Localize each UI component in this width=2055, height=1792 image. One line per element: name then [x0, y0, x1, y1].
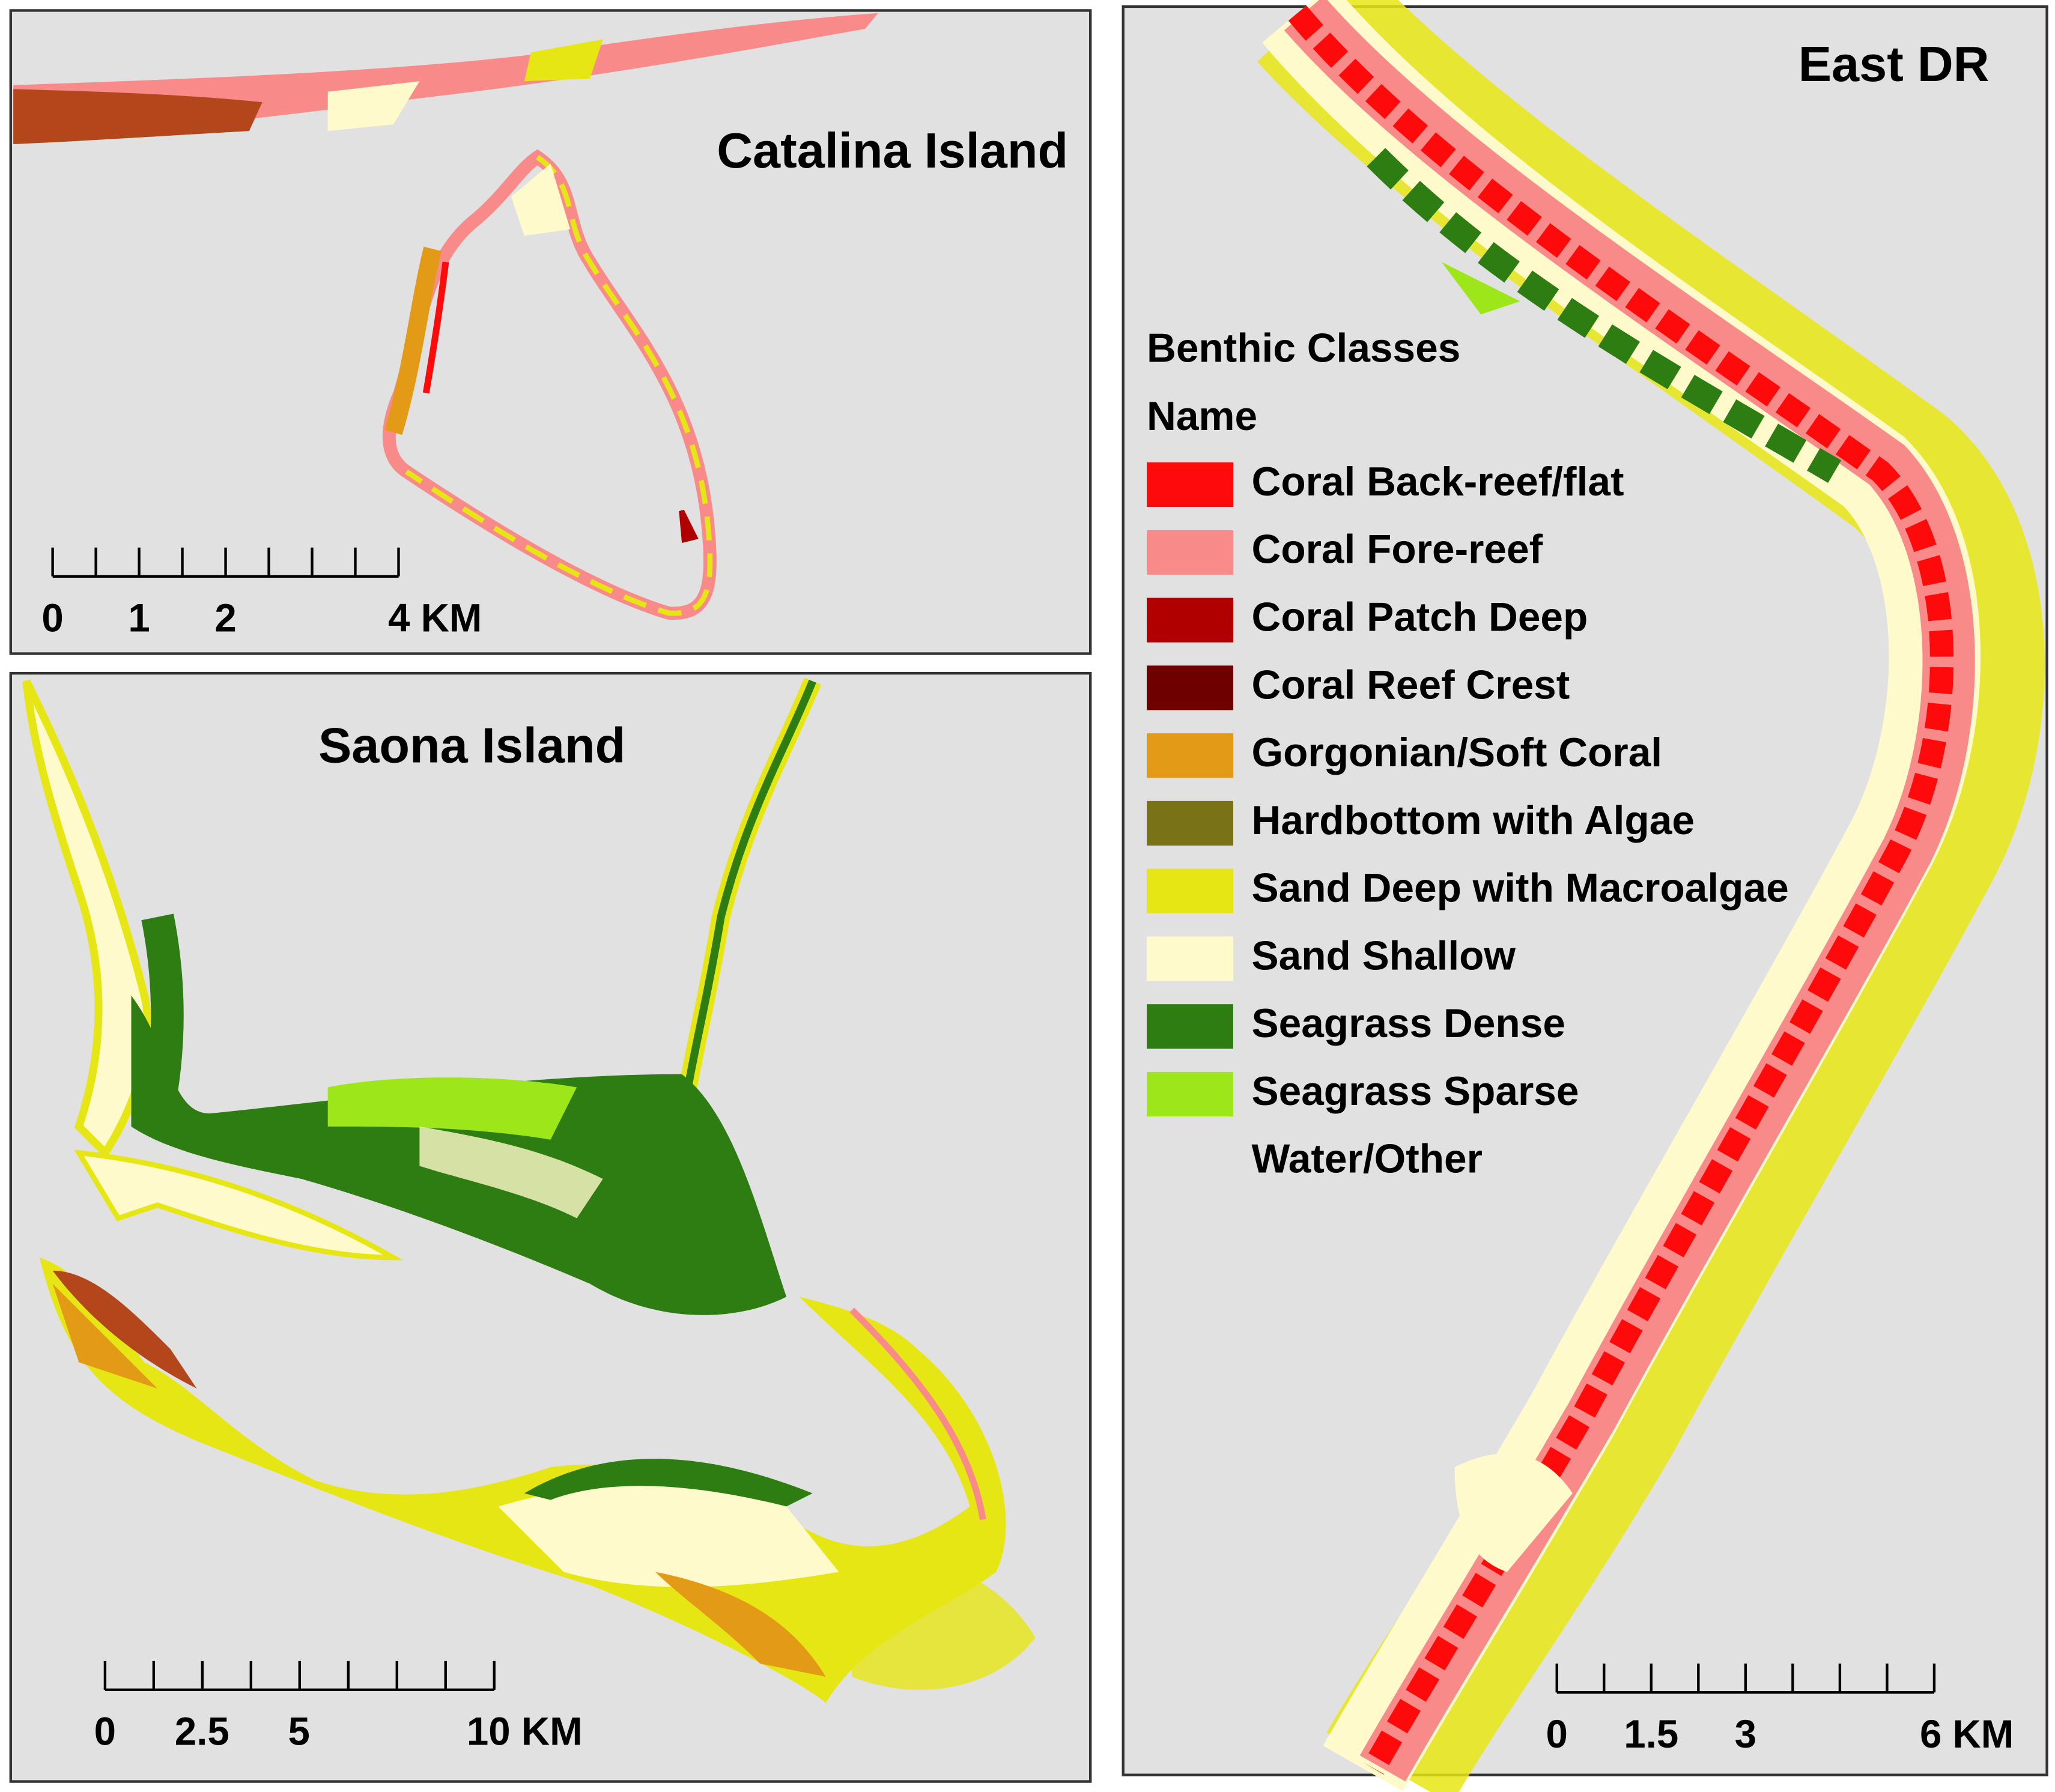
- legend-title: Benthic Classes: [1147, 325, 1460, 371]
- scale-bar-label: 0: [1546, 1712, 1568, 1756]
- legend-label: Hardbottom with Algae: [1252, 798, 1695, 843]
- scale-bar-label: 6 KM: [1920, 1712, 2014, 1756]
- legend-swatch: [1146, 936, 1233, 981]
- legend-swatch: [1146, 665, 1233, 710]
- legend-label: Water/Other: [1252, 1137, 1483, 1182]
- legend-swatch: [1146, 1139, 1233, 1184]
- panel-title: East DR: [1799, 36, 1990, 92]
- legend-label: Coral Reef Crest: [1252, 662, 1570, 707]
- legend-label: Gorgonian/Soft Coral: [1252, 730, 1663, 775]
- scale-bar-label: 3: [1735, 1712, 1756, 1756]
- legend-swatch: [1146, 868, 1233, 913]
- legend-swatch: [1146, 1071, 1233, 1117]
- legend-label: Seagrass Sparse: [1252, 1069, 1579, 1114]
- scale-bar-label: 4 KM: [388, 596, 482, 640]
- scale-bar-label: 0: [41, 596, 63, 640]
- legend-label: Sand Shallow: [1252, 933, 1516, 978]
- legend-label: Coral Patch Deep: [1252, 595, 1588, 640]
- scale-bar-label: 1.5: [1624, 1712, 1678, 1756]
- east-dr-map: [1257, 0, 2045, 1792]
- legend-header: Name: [1147, 394, 1257, 439]
- legend-swatch: [1146, 530, 1233, 575]
- panel-title: Saona Island: [318, 718, 625, 773]
- panel-title: Catalina Island: [717, 123, 1068, 178]
- scale-bar-label: 0: [94, 1709, 116, 1753]
- scale-bar-label: 5: [288, 1709, 310, 1753]
- legend-swatch: [1146, 462, 1233, 507]
- legend-label: Coral Back-reef/flat: [1252, 459, 1624, 504]
- catalina-map: [13, 13, 878, 620]
- legend-swatch: [1146, 1004, 1233, 1049]
- legend-swatch: [1146, 733, 1233, 778]
- scale-bar-label: 2: [214, 596, 236, 640]
- scale-bar-label: 10 KM: [467, 1709, 583, 1753]
- legend-swatch: [1146, 598, 1233, 643]
- saona-map: [22, 677, 1036, 1703]
- legend-swatch: [1146, 801, 1233, 846]
- legend: Coral Back-reef/flat Coral Fore-reef Coral…: [1146, 459, 1789, 1184]
- scale-bar-label: 2.5: [175, 1709, 229, 1753]
- scale-bar-label: 1: [128, 596, 150, 640]
- legend-label: Seagrass Dense: [1252, 1001, 1565, 1046]
- scale-bars: 0 1 2 4 KM 0 2.5 5 10 KM 0 1.5 3 6 KM: [41, 547, 2014, 1756]
- legend-label: Sand Deep with Macroalgae: [1252, 866, 1789, 911]
- legend-label: Coral Fore-reef: [1252, 527, 1543, 572]
